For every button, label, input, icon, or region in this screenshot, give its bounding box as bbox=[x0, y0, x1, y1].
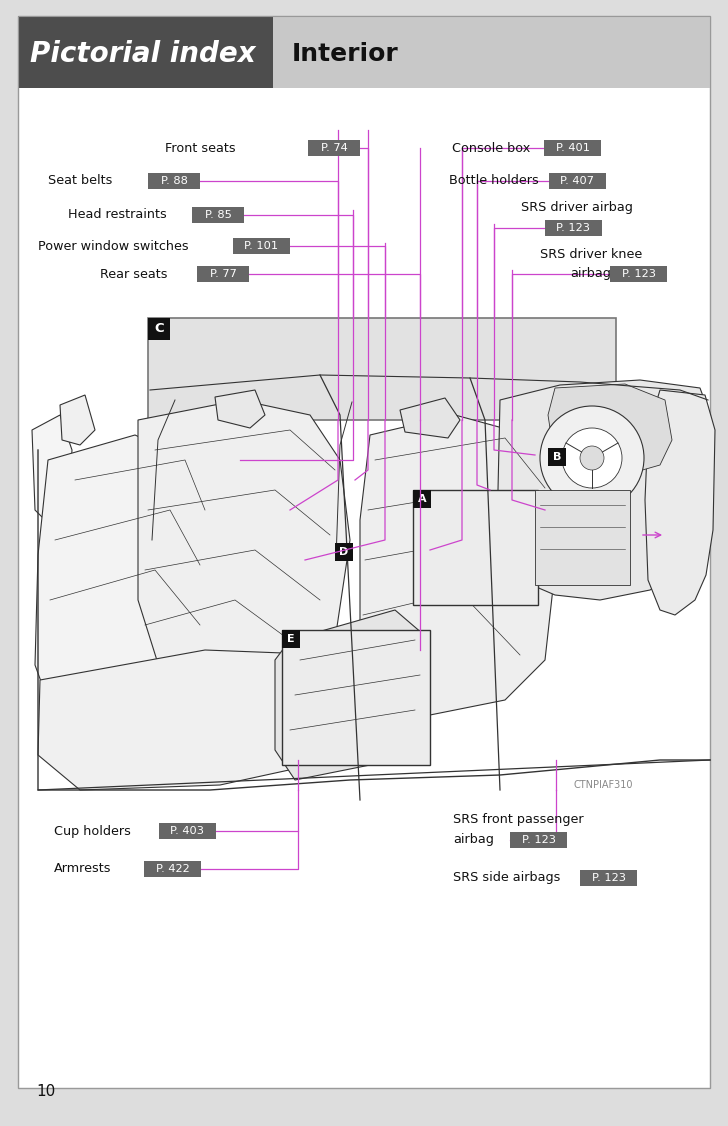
Text: Pictorial index: Pictorial index bbox=[30, 41, 256, 68]
Bar bbox=[282, 631, 300, 647]
Text: CTNPIAF310: CTNPIAF310 bbox=[573, 780, 633, 790]
Text: SRS side airbags: SRS side airbags bbox=[453, 872, 561, 885]
Text: B: B bbox=[553, 452, 561, 462]
Text: P. 401: P. 401 bbox=[555, 143, 590, 153]
Text: SRS front passenger: SRS front passenger bbox=[453, 813, 584, 826]
Text: Rear seats: Rear seats bbox=[100, 268, 167, 280]
Polygon shape bbox=[548, 384, 672, 475]
Bar bbox=[233, 238, 290, 254]
Bar bbox=[148, 318, 616, 420]
Text: P. 422: P. 422 bbox=[156, 864, 189, 874]
Text: airbag: airbag bbox=[570, 268, 611, 280]
Text: 10: 10 bbox=[36, 1084, 55, 1099]
Text: P. 101: P. 101 bbox=[245, 241, 279, 251]
Polygon shape bbox=[275, 610, 430, 780]
Bar bbox=[535, 490, 630, 586]
Circle shape bbox=[580, 446, 604, 470]
Text: P. 88: P. 88 bbox=[161, 176, 187, 186]
Polygon shape bbox=[360, 415, 555, 715]
Bar bbox=[18, 16, 273, 88]
Text: A: A bbox=[418, 494, 427, 504]
Text: E: E bbox=[287, 634, 295, 644]
Text: Bottle holders: Bottle holders bbox=[449, 175, 539, 188]
Text: Armrests: Armrests bbox=[54, 863, 111, 876]
Text: P. 123: P. 123 bbox=[622, 269, 655, 279]
Bar bbox=[510, 832, 567, 848]
Bar bbox=[545, 220, 602, 236]
Text: SRS driver knee: SRS driver knee bbox=[540, 249, 642, 261]
Text: P. 123: P. 123 bbox=[556, 223, 590, 233]
Polygon shape bbox=[35, 435, 215, 740]
Bar bbox=[610, 266, 667, 282]
Bar bbox=[197, 266, 249, 282]
Bar bbox=[548, 448, 566, 466]
Text: airbag: airbag bbox=[453, 833, 494, 847]
Text: Cup holders: Cup holders bbox=[54, 824, 131, 838]
Text: P. 85: P. 85 bbox=[205, 211, 232, 220]
Polygon shape bbox=[498, 379, 710, 600]
Bar bbox=[282, 631, 430, 765]
Bar bbox=[413, 490, 431, 508]
Text: C: C bbox=[154, 322, 164, 336]
Polygon shape bbox=[215, 390, 265, 428]
Polygon shape bbox=[60, 395, 95, 445]
Text: P. 77: P. 77 bbox=[210, 269, 237, 279]
Bar bbox=[273, 16, 710, 88]
Bar bbox=[148, 318, 170, 340]
Bar bbox=[580, 870, 637, 886]
Bar bbox=[192, 207, 244, 223]
Text: Console box: Console box bbox=[452, 142, 530, 154]
Text: SRS driver airbag: SRS driver airbag bbox=[521, 200, 633, 214]
Polygon shape bbox=[32, 415, 72, 530]
Circle shape bbox=[540, 406, 644, 510]
Text: Seat belts: Seat belts bbox=[48, 175, 112, 188]
Polygon shape bbox=[38, 650, 340, 790]
Text: P. 74: P. 74 bbox=[320, 143, 347, 153]
Text: Front seats: Front seats bbox=[165, 142, 236, 154]
Bar bbox=[308, 140, 360, 157]
Polygon shape bbox=[645, 390, 715, 615]
Bar bbox=[544, 140, 601, 157]
Bar bbox=[549, 173, 606, 189]
Bar bbox=[148, 173, 200, 189]
Text: Head restraints: Head restraints bbox=[68, 208, 167, 222]
Text: P. 403: P. 403 bbox=[170, 826, 205, 835]
Bar bbox=[335, 543, 353, 561]
Polygon shape bbox=[138, 400, 350, 690]
Bar bbox=[159, 823, 216, 839]
Text: D: D bbox=[339, 547, 349, 557]
Circle shape bbox=[562, 428, 622, 488]
Bar bbox=[144, 861, 201, 877]
Text: Power window switches: Power window switches bbox=[38, 240, 189, 252]
Text: P. 123: P. 123 bbox=[592, 873, 625, 883]
Text: Interior: Interior bbox=[292, 42, 399, 66]
Bar bbox=[413, 490, 538, 605]
Polygon shape bbox=[400, 397, 460, 438]
Text: P. 407: P. 407 bbox=[561, 176, 595, 186]
Text: P. 123: P. 123 bbox=[521, 835, 555, 844]
